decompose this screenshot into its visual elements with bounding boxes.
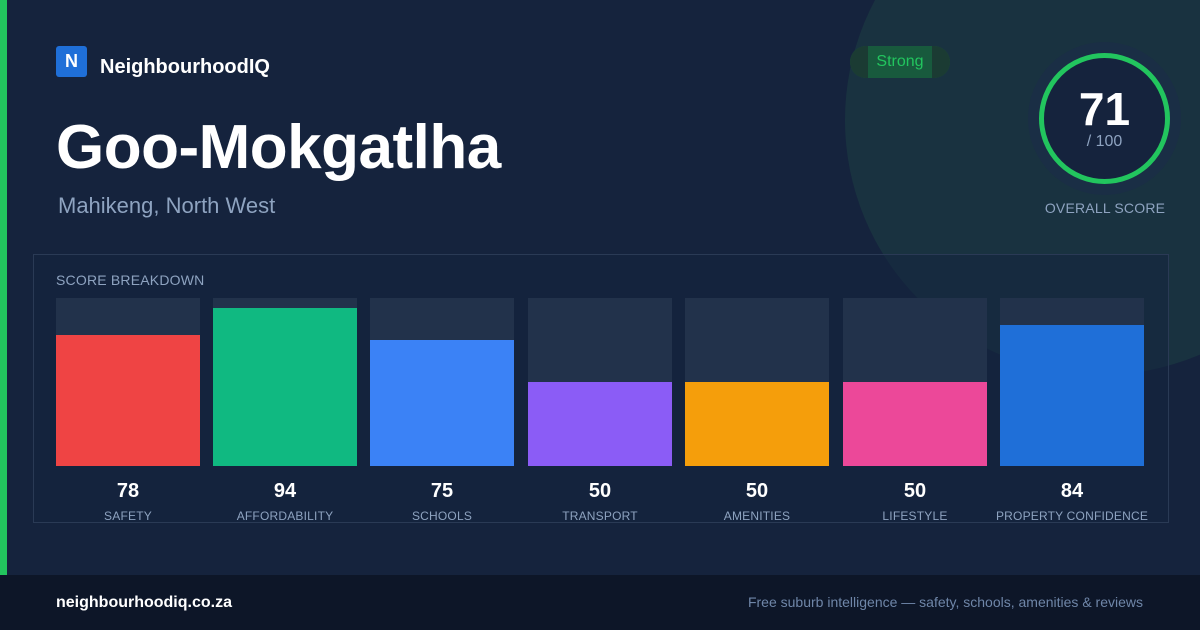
bar-track — [528, 298, 672, 466]
bar-value: 94 — [273, 480, 297, 502]
bar-label: AFFORDABILITY — [236, 509, 334, 523]
bar-fill — [213, 308, 357, 466]
overall-score-value: 71 — [1078, 83, 1131, 135]
overall-score-max: / 100 — [1086, 133, 1123, 150]
score-breakdown-title: SCORE BREAKDOWN — [56, 272, 205, 288]
bar-fill — [528, 382, 672, 466]
bar-value: 78 — [116, 480, 140, 502]
overall-score-ring — [1039, 53, 1170, 184]
bar-label: SAFETY — [104, 509, 152, 523]
bar-fill — [843, 382, 987, 466]
accent-bar — [0, 0, 7, 575]
rating-badge-label: Strong — [876, 53, 924, 70]
suburb-title: Goo-Mokgatlha — [56, 113, 501, 182]
brand-name: NeighbourhoodIQ — [100, 56, 270, 78]
bar-value: 50 — [588, 480, 612, 502]
overall-score-label: OVERALL SCORE — [1044, 200, 1166, 216]
bar-value: 84 — [1060, 480, 1084, 502]
bar-track — [370, 298, 514, 466]
logo-icon: N — [56, 46, 87, 77]
footer-tagline: Free suburb intelligence — safety, schoo… — [747, 594, 1143, 610]
footer — [0, 575, 1200, 630]
bar-track — [843, 298, 987, 466]
footer-site-link[interactable]: neighbourhoodiq.co.za — [56, 594, 232, 611]
bar-track — [213, 298, 357, 466]
bar-fill — [370, 340, 514, 466]
bar-track — [56, 298, 200, 466]
bar-value: 50 — [903, 480, 927, 502]
bar-label: LIFESTYLE — [882, 509, 948, 523]
rating-badge: Strong — [850, 46, 950, 78]
suburb-location: Mahikeng, North West — [58, 193, 276, 218]
bar-track — [1000, 298, 1144, 466]
bar-fill — [1000, 325, 1144, 466]
bar-fill — [685, 382, 829, 466]
bar-value: 75 — [430, 480, 454, 502]
bar-label: AMENITIES — [723, 509, 791, 523]
bar-track — [685, 298, 829, 466]
bar-label: TRANSPORT — [562, 509, 638, 523]
bar-fill — [56, 335, 200, 466]
bar-label: SCHOOLS — [411, 509, 473, 523]
logo-letter: N — [65, 51, 78, 71]
bar-value: 50 — [745, 480, 769, 502]
bar-label: PROPERTY CONFIDENCE — [995, 509, 1149, 523]
